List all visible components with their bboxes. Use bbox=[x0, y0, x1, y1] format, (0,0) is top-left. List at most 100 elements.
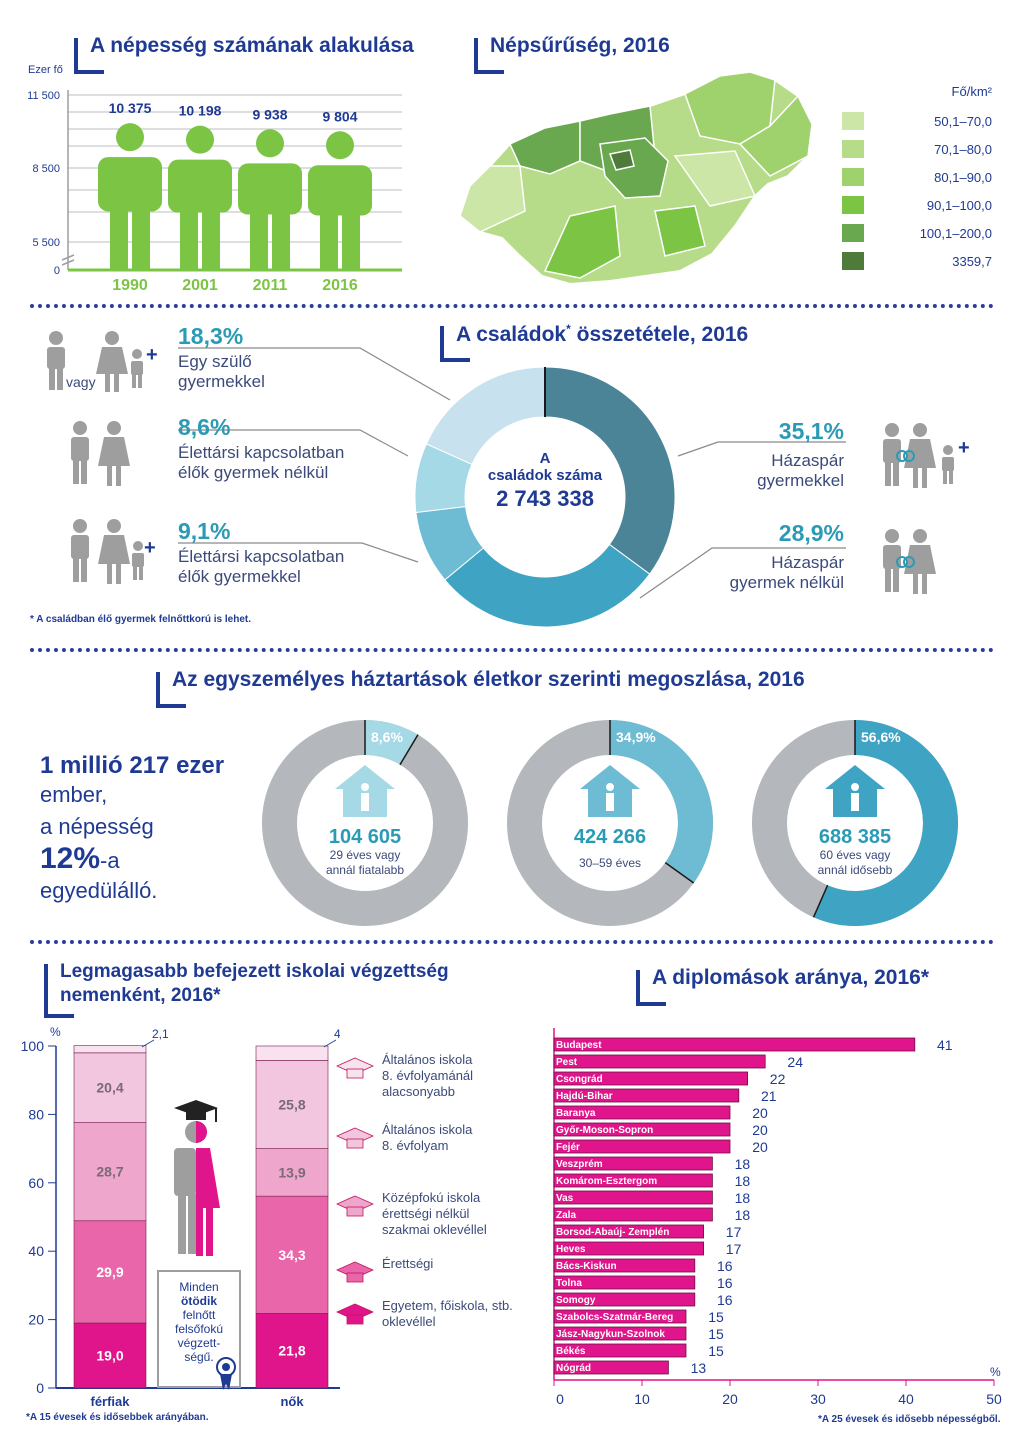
single-donut-value: 104 605 bbox=[329, 826, 401, 848]
family-item-married-with-child: 35,1% Házaspár gyermekkel bbox=[690, 418, 844, 491]
y-tick-label: 5 500 bbox=[32, 237, 60, 249]
single-summary: 1 millió 217 ezer ember, a népesség 12%-… bbox=[40, 752, 224, 904]
population-value-label: 9 938 bbox=[252, 106, 287, 122]
y-tick-label: 11 500 bbox=[27, 90, 60, 102]
section-divider bbox=[30, 940, 994, 944]
note-line6: ségű. bbox=[184, 1350, 214, 1364]
education-title-box: Legmagasabb befejezett iskolai végzettsé… bbox=[44, 960, 524, 1020]
dip-value-label: 15 bbox=[708, 1326, 724, 1342]
density-legend: Fő/km² 50,1–70,0 70,1–80,0 80,1–90,0 90,1–1… bbox=[842, 84, 992, 275]
edu-legend-line: 8. évfolyamánál bbox=[382, 1068, 474, 1083]
svg-text:+: + bbox=[146, 344, 158, 366]
title-corner-mark bbox=[156, 672, 186, 708]
edu-legend-item: Érettségi bbox=[336, 1256, 433, 1288]
edu-stack-segment bbox=[73, 1220, 147, 1324]
population-unit: Ezer fő bbox=[28, 64, 63, 76]
family-item-single-parent: 18,3% Egy szülő gyermekkel bbox=[178, 323, 265, 392]
density-legend-label: 3359,7 bbox=[952, 253, 992, 269]
dip-bar-label: Szabolcs-Szatmár-Bereg bbox=[556, 1312, 673, 1323]
dip-bar bbox=[553, 1241, 705, 1256]
y-tick-label: 8 500 bbox=[32, 163, 60, 175]
edu-stack-segment bbox=[255, 1060, 329, 1149]
title-corner-mark bbox=[440, 326, 470, 362]
dip-bar-label: Csongrád bbox=[556, 1074, 603, 1085]
edu-x-label: férfiak bbox=[90, 1394, 130, 1409]
cohabiting-with-child-icon: + bbox=[71, 519, 156, 584]
note-line1: Minden bbox=[179, 1280, 219, 1294]
density-legend-swatch bbox=[842, 168, 864, 186]
single-donut-slice bbox=[365, 720, 418, 765]
edu-top-label: 2,1 bbox=[152, 1027, 169, 1041]
map-region bbox=[654, 205, 706, 257]
dip-value-label: 24 bbox=[787, 1054, 803, 1070]
population-figure-bar bbox=[98, 123, 162, 270]
density-legend-swatch bbox=[842, 140, 864, 158]
population-figures: 10 375 1990 10 198 2001 9 938 2011 9 804 2016 bbox=[98, 100, 372, 294]
dip-value-label: 18 bbox=[735, 1173, 751, 1189]
dip-value-label: 15 bbox=[708, 1343, 724, 1359]
edu-stack-segment bbox=[73, 1322, 147, 1389]
edu-stack-segment bbox=[255, 1045, 329, 1061]
dip-value-label: 16 bbox=[717, 1258, 733, 1274]
family-donut-slice bbox=[544, 366, 676, 575]
density-legend-item: 70,1–80,0 bbox=[842, 135, 992, 163]
single-title-box: Az egyszemélyes háztartások életkor szer… bbox=[156, 668, 836, 708]
families-title-box: A családok* összetétele, 2016 bbox=[440, 322, 800, 362]
edu-legend-line: alacsonyabb bbox=[382, 1084, 455, 1099]
edu-legend-line: Általános iskola bbox=[382, 1122, 473, 1137]
density-legend-swatch bbox=[842, 252, 864, 270]
education-stacked-chart: % 100 80 60 40 20 0 19,0 29,9 28,7 20,4 férfiak 2,1 2… bbox=[21, 1025, 340, 1409]
edu-stack-segment bbox=[255, 1313, 329, 1389]
edu-top-label: 4,2 bbox=[334, 1027, 340, 1041]
density-legend-swatch bbox=[842, 112, 864, 130]
single-summary-suffix: -a bbox=[100, 848, 120, 873]
dip-value-label: 21 bbox=[761, 1088, 777, 1104]
dip-bar-label: Komárom-Esztergom bbox=[556, 1176, 657, 1187]
dip-bar bbox=[553, 1343, 687, 1358]
married-no-child-icon bbox=[883, 529, 936, 594]
single-donut-desc1: 60 éves vagy bbox=[820, 848, 891, 862]
dip-bar-label: Tolna bbox=[556, 1278, 582, 1289]
edu-y-tick: 100 bbox=[21, 1038, 45, 1054]
edu-stack-segment bbox=[255, 1195, 329, 1314]
edu-y-tick: 40 bbox=[28, 1243, 44, 1259]
edu-stack-segment bbox=[255, 1148, 329, 1197]
section-divider bbox=[30, 648, 994, 652]
edu-segment-label: 21,8 bbox=[278, 1343, 305, 1359]
dip-bar bbox=[553, 1326, 687, 1341]
edu-segment-label: 25,8 bbox=[278, 1096, 305, 1112]
diplomas-bar-chart: Budapest 41 Pest 24 Csongrád 22 Hajdú-Bihar 21 B… bbox=[553, 1028, 1002, 1407]
family-item-line2: gyermek nélkül bbox=[729, 573, 844, 592]
edu-stack-segment bbox=[73, 1122, 147, 1222]
edu-top-leader bbox=[323, 1039, 337, 1048]
population-year-label: 1990 bbox=[112, 277, 148, 294]
family-item-pct: 28,9% bbox=[778, 520, 844, 546]
dip-x-tick: 0 bbox=[556, 1391, 564, 1407]
dip-bar bbox=[553, 1088, 740, 1103]
population-title-box: A népesség számának alakulása bbox=[74, 34, 434, 74]
dip-axis-unit: % bbox=[990, 1365, 1001, 1379]
edu-y-tick: 0 bbox=[36, 1380, 44, 1396]
density-title-box: Népsűrűség, 2016 bbox=[474, 34, 734, 74]
dip-bar bbox=[553, 1224, 705, 1239]
density-legend-swatch bbox=[842, 224, 864, 242]
note-line2: ötödik bbox=[181, 1294, 217, 1308]
map-region bbox=[459, 165, 526, 233]
single-donut-desc2: annál fiatalabb bbox=[326, 863, 404, 877]
family-item-cohabiting-no-child: 8,6% Élettársi kapcsolatban élők gyermek… bbox=[178, 414, 344, 483]
graduation-cap-icon bbox=[336, 1261, 374, 1283]
single-donut-desc1: 29 éves vagy bbox=[330, 848, 401, 862]
density-legend-label: 90,1–100,0 bbox=[926, 197, 992, 213]
dip-bar-label: Nógrád bbox=[556, 1363, 591, 1374]
families-center: A családok száma 2 743 338 bbox=[470, 450, 620, 512]
edu-legend-line: szakmai oklevéllel bbox=[382, 1222, 487, 1237]
density-legend-swatch bbox=[842, 196, 864, 214]
families-center-value: 2 743 338 bbox=[496, 486, 594, 511]
graduation-cap-icon bbox=[336, 1303, 374, 1325]
density-legend-item: 100,1–200,0 bbox=[842, 219, 992, 247]
edu-legend-line: 8. évfolyam bbox=[382, 1138, 449, 1153]
note-line4: felsőfokú bbox=[174, 1322, 224, 1336]
edu-legend-line: Általános iskola bbox=[382, 1052, 473, 1067]
families-title-rest: összetétele, 2016 bbox=[570, 323, 749, 346]
single-donut-desc1: 30–59 éves bbox=[579, 856, 641, 870]
